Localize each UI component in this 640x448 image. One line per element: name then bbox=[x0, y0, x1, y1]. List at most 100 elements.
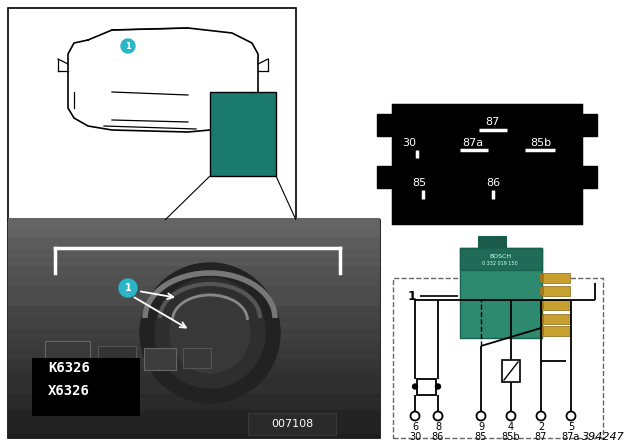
Bar bbox=[8, 358, 380, 362]
Bar bbox=[8, 318, 380, 322]
Bar bbox=[540, 301, 544, 309]
Bar bbox=[98, 346, 136, 373]
Text: 87: 87 bbox=[535, 432, 547, 442]
Text: 30: 30 bbox=[409, 432, 421, 442]
Circle shape bbox=[140, 263, 280, 403]
Bar bbox=[8, 402, 380, 406]
Bar bbox=[581, 166, 597, 188]
Bar bbox=[542, 326, 570, 336]
Text: 007108: 007108 bbox=[271, 419, 313, 429]
Bar bbox=[8, 262, 380, 266]
Circle shape bbox=[121, 39, 135, 53]
Bar bbox=[8, 278, 380, 282]
Bar bbox=[32, 358, 140, 416]
Bar bbox=[8, 346, 380, 350]
Text: 85b: 85b bbox=[502, 432, 520, 442]
Bar bbox=[540, 274, 544, 282]
Bar bbox=[210, 92, 276, 176]
Bar bbox=[8, 350, 380, 354]
Bar bbox=[502, 360, 520, 382]
Text: 87a: 87a bbox=[463, 138, 484, 148]
Bar bbox=[8, 306, 380, 310]
Bar bbox=[393, 278, 603, 438]
Bar bbox=[8, 418, 380, 422]
Text: X6326: X6326 bbox=[48, 384, 90, 398]
Bar bbox=[478, 236, 506, 248]
Bar bbox=[8, 238, 380, 242]
Text: 4: 4 bbox=[508, 422, 514, 432]
Bar bbox=[8, 342, 380, 346]
Bar bbox=[183, 348, 211, 368]
Bar bbox=[8, 242, 380, 246]
Bar bbox=[8, 338, 380, 342]
Text: BOSCH: BOSCH bbox=[489, 254, 511, 258]
Bar bbox=[8, 378, 380, 382]
Bar bbox=[581, 114, 597, 136]
Bar bbox=[540, 327, 544, 335]
Circle shape bbox=[119, 279, 137, 297]
Bar bbox=[8, 394, 380, 398]
Bar bbox=[144, 348, 176, 370]
Bar bbox=[8, 220, 380, 438]
Text: 0 332 019 150: 0 332 019 150 bbox=[482, 260, 518, 266]
Text: 394247: 394247 bbox=[582, 432, 625, 442]
Text: 86: 86 bbox=[432, 432, 444, 442]
Bar bbox=[8, 362, 380, 366]
Text: 6: 6 bbox=[412, 422, 418, 432]
Bar bbox=[8, 354, 380, 358]
Bar bbox=[8, 290, 380, 294]
Bar bbox=[8, 366, 380, 370]
Bar bbox=[8, 414, 380, 418]
Bar bbox=[8, 218, 380, 222]
Bar bbox=[8, 250, 380, 254]
Bar bbox=[8, 258, 380, 262]
Text: K6326: K6326 bbox=[48, 361, 90, 375]
Bar bbox=[8, 310, 380, 314]
Text: 85b: 85b bbox=[531, 138, 552, 148]
Circle shape bbox=[155, 278, 265, 388]
Text: 86: 86 bbox=[486, 178, 500, 188]
Text: 9: 9 bbox=[478, 422, 484, 432]
Bar bbox=[8, 270, 380, 274]
Text: 8: 8 bbox=[435, 422, 441, 432]
Bar bbox=[542, 300, 570, 310]
Bar bbox=[542, 314, 570, 324]
Text: 2: 2 bbox=[538, 422, 544, 432]
Text: 5: 5 bbox=[568, 422, 574, 432]
Text: 30: 30 bbox=[402, 138, 416, 148]
Bar bbox=[8, 234, 380, 238]
Bar bbox=[8, 430, 380, 434]
Bar bbox=[460, 248, 542, 270]
Bar bbox=[8, 266, 380, 270]
Bar bbox=[8, 302, 380, 306]
Bar bbox=[393, 105, 581, 223]
Text: 87: 87 bbox=[485, 117, 499, 127]
Text: 1: 1 bbox=[125, 42, 131, 51]
Bar bbox=[45, 341, 90, 373]
Bar bbox=[8, 390, 380, 394]
Bar bbox=[8, 410, 380, 414]
Bar bbox=[8, 326, 380, 330]
Bar bbox=[8, 434, 380, 438]
Bar bbox=[8, 294, 380, 298]
Bar bbox=[8, 406, 380, 410]
Bar bbox=[8, 370, 380, 374]
Bar bbox=[8, 322, 380, 326]
Bar bbox=[377, 166, 393, 188]
Bar bbox=[377, 114, 393, 136]
Bar bbox=[8, 282, 380, 286]
Text: 85: 85 bbox=[412, 178, 426, 188]
Bar bbox=[8, 254, 380, 258]
Bar bbox=[540, 287, 544, 295]
Bar bbox=[417, 379, 436, 395]
Bar bbox=[8, 246, 380, 250]
Bar bbox=[8, 8, 296, 220]
Text: 87a: 87a bbox=[562, 432, 580, 442]
Bar bbox=[8, 398, 380, 402]
Bar bbox=[8, 230, 380, 234]
Bar bbox=[8, 374, 380, 378]
Bar bbox=[8, 382, 380, 386]
Text: 1: 1 bbox=[125, 283, 131, 293]
Circle shape bbox=[170, 293, 250, 373]
Bar bbox=[8, 286, 380, 290]
